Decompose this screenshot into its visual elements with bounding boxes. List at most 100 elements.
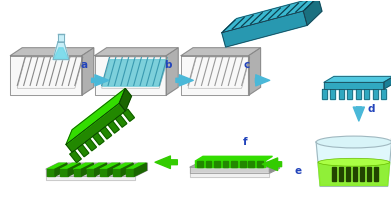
Polygon shape (381, 89, 386, 99)
Polygon shape (127, 163, 146, 169)
Text: f: f (242, 138, 247, 147)
Polygon shape (47, 169, 55, 176)
Polygon shape (249, 48, 261, 95)
Polygon shape (58, 34, 64, 42)
Polygon shape (330, 89, 335, 99)
Polygon shape (82, 48, 94, 95)
Text: b: b (165, 60, 172, 69)
Polygon shape (95, 48, 178, 56)
FancyArrowPatch shape (176, 75, 193, 86)
Polygon shape (231, 161, 237, 167)
Polygon shape (248, 161, 254, 167)
Polygon shape (100, 127, 112, 139)
Text: e: e (294, 166, 301, 176)
Text: a: a (80, 60, 87, 69)
Polygon shape (384, 76, 392, 89)
Text: c: c (243, 60, 250, 69)
FancyArrowPatch shape (353, 107, 365, 121)
FancyArrowPatch shape (255, 75, 270, 86)
Polygon shape (195, 161, 265, 167)
Polygon shape (190, 162, 279, 167)
Polygon shape (318, 162, 390, 185)
Polygon shape (353, 167, 357, 181)
Polygon shape (46, 176, 135, 180)
Polygon shape (347, 89, 352, 99)
Polygon shape (374, 167, 378, 181)
Polygon shape (360, 167, 364, 181)
Polygon shape (66, 103, 125, 152)
Polygon shape (127, 169, 134, 176)
Polygon shape (102, 57, 168, 88)
Polygon shape (95, 56, 166, 95)
Polygon shape (100, 169, 108, 176)
Polygon shape (364, 89, 369, 99)
Polygon shape (87, 169, 95, 176)
Polygon shape (134, 163, 146, 176)
Polygon shape (93, 133, 104, 145)
Polygon shape (68, 163, 80, 176)
Polygon shape (332, 167, 336, 181)
Polygon shape (223, 161, 229, 167)
Polygon shape (74, 163, 93, 169)
Polygon shape (108, 121, 119, 133)
Polygon shape (66, 88, 125, 145)
Polygon shape (321, 89, 327, 99)
Polygon shape (70, 150, 81, 163)
Polygon shape (85, 139, 96, 151)
FancyArrowPatch shape (262, 158, 281, 170)
Polygon shape (339, 167, 343, 181)
Polygon shape (222, 0, 318, 33)
Polygon shape (214, 161, 220, 167)
Polygon shape (346, 167, 350, 181)
Polygon shape (166, 48, 178, 95)
Polygon shape (60, 169, 68, 176)
Polygon shape (324, 76, 392, 82)
Polygon shape (113, 169, 121, 176)
Polygon shape (55, 163, 67, 176)
Polygon shape (316, 142, 392, 187)
Polygon shape (78, 145, 89, 157)
Polygon shape (87, 163, 107, 169)
Polygon shape (190, 173, 269, 177)
Polygon shape (121, 163, 133, 176)
FancyArrowPatch shape (92, 75, 109, 86)
Polygon shape (46, 163, 147, 169)
Polygon shape (367, 167, 371, 181)
Polygon shape (74, 169, 82, 176)
Polygon shape (115, 115, 127, 127)
Polygon shape (54, 48, 68, 59)
Polygon shape (303, 0, 322, 25)
Polygon shape (181, 48, 261, 56)
Ellipse shape (316, 136, 392, 148)
Polygon shape (269, 162, 279, 173)
Polygon shape (95, 163, 107, 176)
Polygon shape (17, 57, 83, 88)
Polygon shape (205, 161, 211, 167)
Polygon shape (47, 163, 67, 169)
Polygon shape (123, 109, 134, 121)
FancyArrowPatch shape (155, 156, 177, 169)
Polygon shape (113, 163, 133, 169)
Ellipse shape (318, 158, 390, 166)
Text: d: d (368, 104, 375, 114)
Polygon shape (119, 88, 131, 111)
Polygon shape (195, 156, 272, 161)
Polygon shape (324, 82, 384, 89)
Polygon shape (339, 89, 344, 99)
Polygon shape (82, 163, 93, 176)
Polygon shape (181, 56, 249, 95)
Polygon shape (102, 60, 168, 86)
Polygon shape (53, 42, 69, 60)
Polygon shape (222, 11, 307, 47)
Polygon shape (197, 161, 203, 167)
Polygon shape (46, 169, 135, 176)
Polygon shape (190, 167, 269, 173)
Polygon shape (257, 161, 263, 167)
Polygon shape (60, 163, 80, 169)
Polygon shape (240, 161, 245, 167)
Polygon shape (135, 163, 147, 176)
Polygon shape (100, 163, 120, 169)
Polygon shape (188, 57, 250, 88)
Polygon shape (356, 89, 361, 99)
Polygon shape (108, 163, 120, 176)
